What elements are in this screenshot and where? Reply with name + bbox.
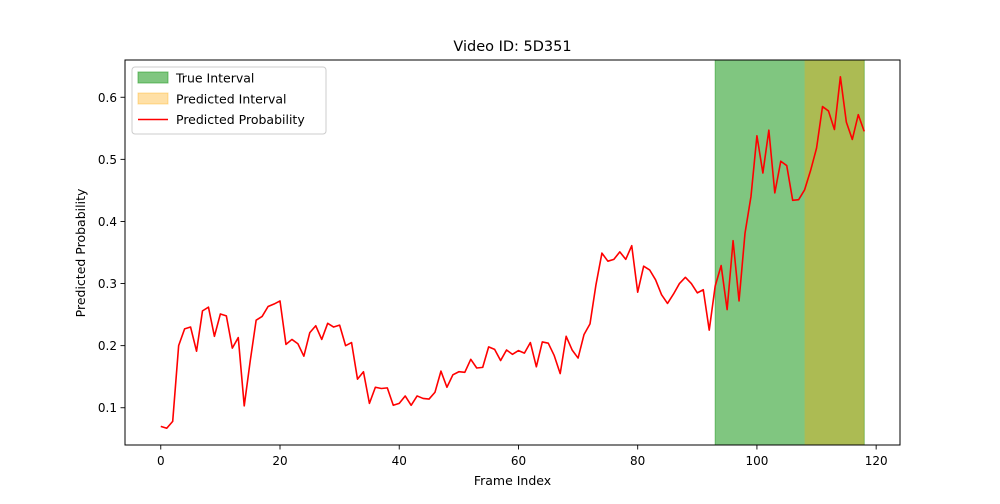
legend-predicted-probability-label: Predicted Probability xyxy=(176,112,305,127)
y-tick-label: 0.6 xyxy=(98,91,117,105)
legend: True Interval Predicted Interval Predict… xyxy=(131,66,327,135)
legend-true-interval-label: True Interval xyxy=(175,71,254,86)
x-tick-label: 100 xyxy=(745,454,768,468)
x-tick-label: 40 xyxy=(392,454,407,468)
legend-predicted-interval-label: Predicted Interval xyxy=(176,92,287,107)
y-tick-label: 0.4 xyxy=(98,215,117,229)
y-tick-label: 0.5 xyxy=(98,153,117,167)
x-tick-label: 0 xyxy=(157,454,165,468)
plot-frame xyxy=(124,59,901,446)
legend-predicted-interval-swatch xyxy=(137,92,169,105)
predicted-interval-span xyxy=(804,60,865,445)
x-tick-label: 80 xyxy=(630,454,645,468)
x-axis-label: Frame Index xyxy=(474,473,551,488)
chart-title: Video ID: 5D351 xyxy=(453,39,571,55)
true-interval-span xyxy=(714,60,865,445)
y-tick-label: 0.3 xyxy=(98,277,117,291)
y-tick-label: 0.2 xyxy=(98,339,117,353)
y-tick-label: 0.1 xyxy=(98,401,117,415)
series-line-0 xyxy=(160,75,865,430)
legend-box xyxy=(131,66,327,135)
x-tick-label: 20 xyxy=(272,454,287,468)
x-tick-label: 120 xyxy=(865,454,888,468)
legend-true-interval-swatch xyxy=(137,71,169,84)
x-tick-label: 60 xyxy=(511,454,526,468)
y-axis-label: Predicted Probability xyxy=(73,188,88,317)
plot-area xyxy=(160,60,865,445)
